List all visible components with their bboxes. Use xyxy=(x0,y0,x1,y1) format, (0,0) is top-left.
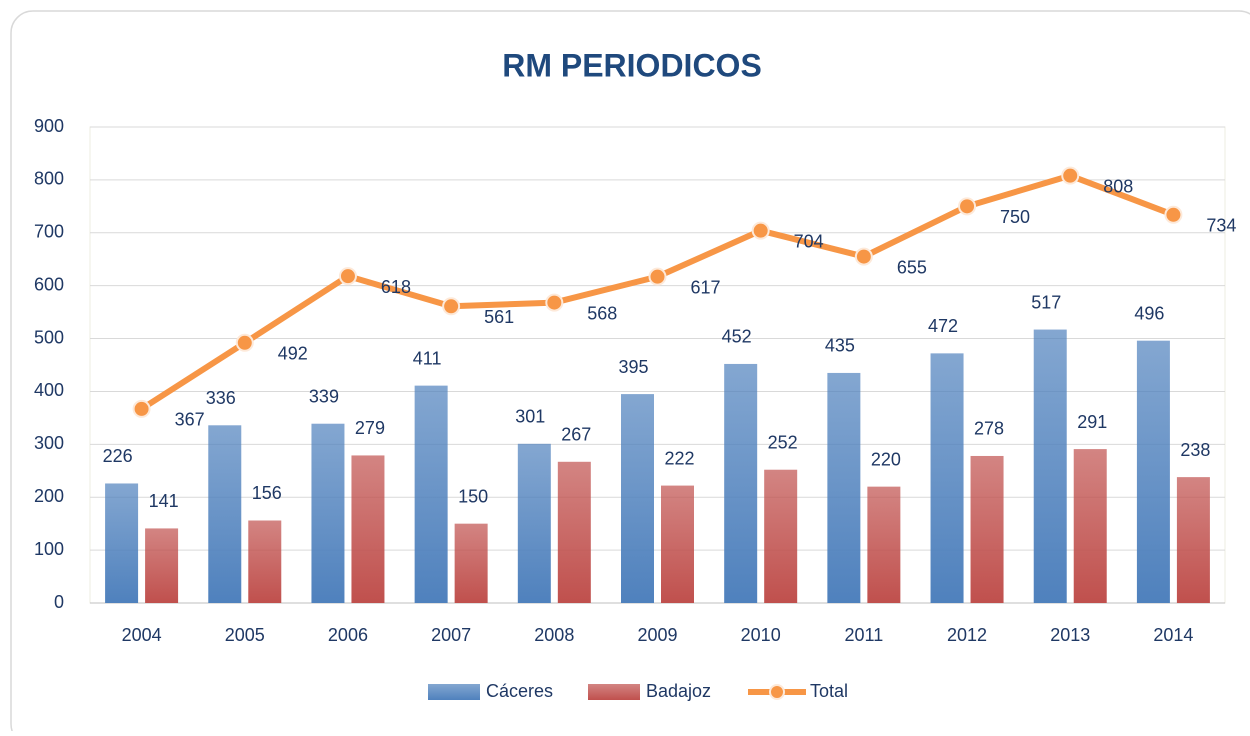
data-label: 411 xyxy=(413,348,442,368)
data-label: 291 xyxy=(1077,412,1107,432)
y-tick-label: 400 xyxy=(34,380,64,400)
bar xyxy=(970,455,1004,603)
data-label: 435 xyxy=(825,336,855,356)
bar xyxy=(145,528,179,603)
marker xyxy=(751,221,770,240)
x-tick-label: 2011 xyxy=(845,625,884,645)
y-tick-label: 700 xyxy=(34,222,64,242)
data-label: 561 xyxy=(484,307,514,327)
data-label: 472 xyxy=(928,316,958,336)
bar xyxy=(1073,449,1107,603)
y-tick-label: 600 xyxy=(34,274,64,294)
x-tick-label: 2012 xyxy=(947,625,987,645)
marker xyxy=(1164,205,1183,224)
data-label: 220 xyxy=(871,449,901,469)
marker xyxy=(132,399,151,418)
bar xyxy=(930,353,964,603)
bar xyxy=(105,483,139,603)
bar xyxy=(867,486,901,603)
data-label: 655 xyxy=(897,257,927,277)
bar xyxy=(764,469,798,603)
marker xyxy=(648,267,667,286)
bar xyxy=(724,363,758,603)
bar xyxy=(208,425,242,603)
bar xyxy=(827,372,861,603)
data-label: 278 xyxy=(974,419,1004,439)
x-tick-label: 2014 xyxy=(1153,625,1193,645)
data-label: 617 xyxy=(690,277,720,297)
data-label: 301 xyxy=(515,407,545,427)
chart-title: RM PERIODICOS xyxy=(502,47,762,83)
bar xyxy=(661,485,694,603)
bar xyxy=(248,520,282,603)
legend-swatch xyxy=(769,684,785,700)
data-label: 517 xyxy=(1031,292,1061,312)
marker xyxy=(958,197,977,216)
y-tick-label: 200 xyxy=(34,486,64,506)
data-label: 222 xyxy=(664,448,694,468)
x-tick-label: 2007 xyxy=(431,625,471,645)
data-label: 492 xyxy=(278,344,308,364)
bar xyxy=(454,523,488,603)
marker xyxy=(1061,166,1080,185)
marker xyxy=(854,247,873,266)
x-tick-label: 2008 xyxy=(534,625,574,645)
y-tick-label: 100 xyxy=(34,539,64,559)
bar xyxy=(557,461,591,603)
x-tick-label: 2006 xyxy=(328,625,368,645)
data-label: 252 xyxy=(768,432,798,452)
bar xyxy=(1033,329,1067,603)
data-label: 618 xyxy=(381,277,411,297)
bar xyxy=(621,394,654,603)
marker xyxy=(442,297,461,316)
x-tick-label: 2005 xyxy=(225,625,265,645)
bar xyxy=(1176,477,1210,603)
legend-label: Cáceres xyxy=(486,681,553,701)
data-label: 808 xyxy=(1103,176,1133,196)
data-label: 568 xyxy=(587,303,617,323)
legend-swatch xyxy=(428,684,480,700)
y-tick-label: 0 xyxy=(54,592,64,612)
data-label: 367 xyxy=(175,410,205,430)
bar xyxy=(311,423,345,603)
data-label: 339 xyxy=(309,386,339,406)
data-label: 750 xyxy=(1000,207,1030,227)
data-label: 279 xyxy=(355,418,385,438)
y-tick-label: 900 xyxy=(34,116,64,136)
bar xyxy=(1136,340,1170,603)
bar xyxy=(351,455,385,603)
data-label: 496 xyxy=(1134,303,1164,323)
x-tick-label: 2013 xyxy=(1050,625,1090,645)
data-label: 156 xyxy=(252,483,282,503)
y-tick-label: 500 xyxy=(34,327,64,347)
data-label: 734 xyxy=(1206,216,1236,236)
x-tick-label: 2010 xyxy=(741,625,781,645)
y-tick-label: 800 xyxy=(34,169,64,189)
data-label: 150 xyxy=(458,486,488,506)
data-label: 267 xyxy=(561,425,591,445)
data-label: 226 xyxy=(103,446,133,466)
marker xyxy=(235,333,254,352)
x-tick-label: 2004 xyxy=(122,625,162,645)
bar xyxy=(414,385,448,603)
x-tick-label: 2009 xyxy=(637,625,677,645)
legend-swatch xyxy=(588,684,640,700)
data-label: 141 xyxy=(149,491,179,511)
legend-label: Total xyxy=(810,681,848,701)
data-label: 452 xyxy=(722,327,752,347)
data-label: 238 xyxy=(1180,440,1210,460)
marker xyxy=(545,293,564,312)
data-label: 395 xyxy=(618,357,648,377)
legend-label: Badajoz xyxy=(646,681,711,701)
y-tick-label: 300 xyxy=(34,433,64,453)
bar xyxy=(517,443,551,603)
data-label: 336 xyxy=(206,388,236,408)
data-label: 704 xyxy=(794,231,824,251)
marker xyxy=(338,267,357,286)
